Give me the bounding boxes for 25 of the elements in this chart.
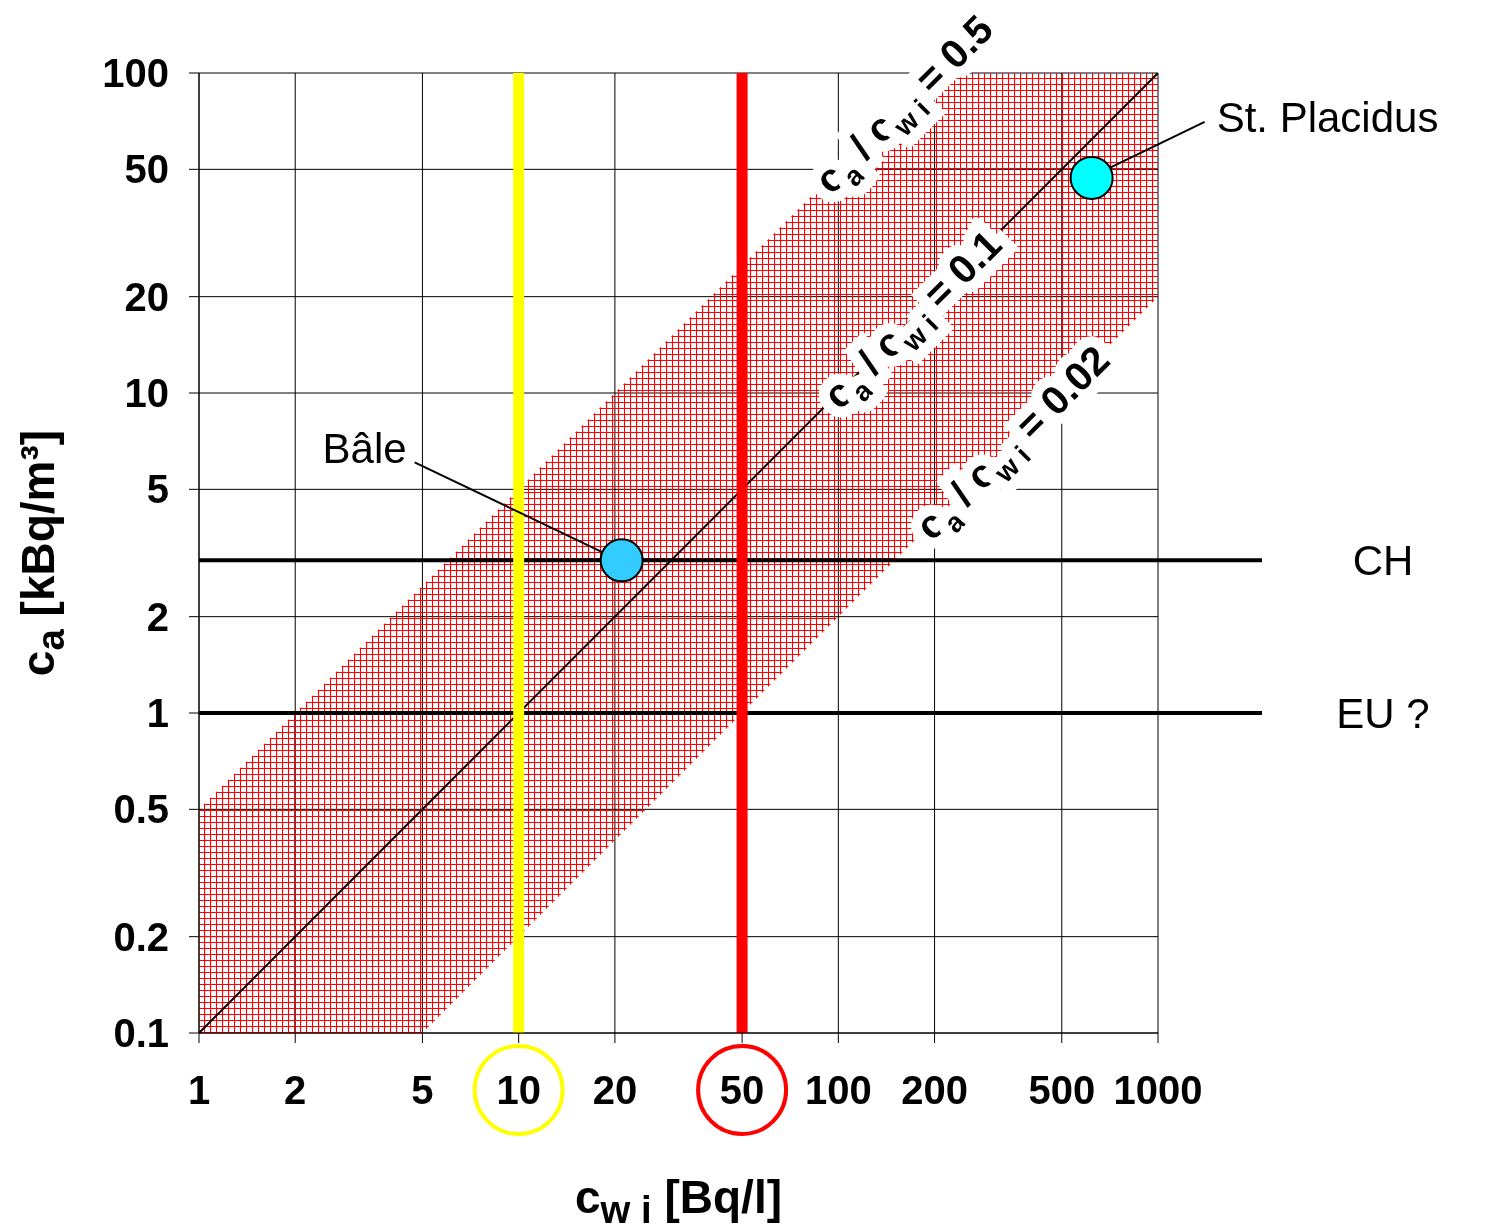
x-tick-label: 50: [719, 1068, 765, 1112]
text: Bâle: [322, 424, 407, 472]
y-tick-label: 0.2: [113, 914, 169, 959]
y-tick-label: 0.5: [113, 787, 169, 832]
ref-line-label: EU ?: [1336, 689, 1430, 737]
y-tick-label: 5: [146, 467, 169, 512]
x-tick-label: 100: [804, 1068, 872, 1112]
x-tick-label: 1: [187, 1068, 211, 1112]
y-tick-label: 50: [124, 147, 169, 192]
x-tick-label: 200: [901, 1068, 968, 1112]
y-tick-label: 10: [124, 371, 169, 415]
x-tick-label: 5: [411, 1068, 434, 1112]
x-tick-label: 1000: [1113, 1068, 1203, 1112]
x-tick-label: 2: [284, 1068, 307, 1112]
x-tick-label: 10: [496, 1068, 541, 1112]
legend-label: St. Placidus: [1216, 94, 1439, 142]
y-tick-label: 1: [146, 691, 169, 735]
x-tick-label: 20: [592, 1068, 638, 1112]
x-axis-title: c$_{w i}$ [Bq/l]: [574, 1170, 783, 1232]
y-tick-label: 20: [124, 274, 169, 319]
y-tick-label: 100: [102, 51, 169, 95]
y-tick-label: 0.1: [113, 1011, 169, 1055]
x-tick-label: 500: [1028, 1068, 1096, 1112]
ref-line-label: CH: [1352, 536, 1414, 584]
y-tick-label: 2: [146, 594, 169, 639]
